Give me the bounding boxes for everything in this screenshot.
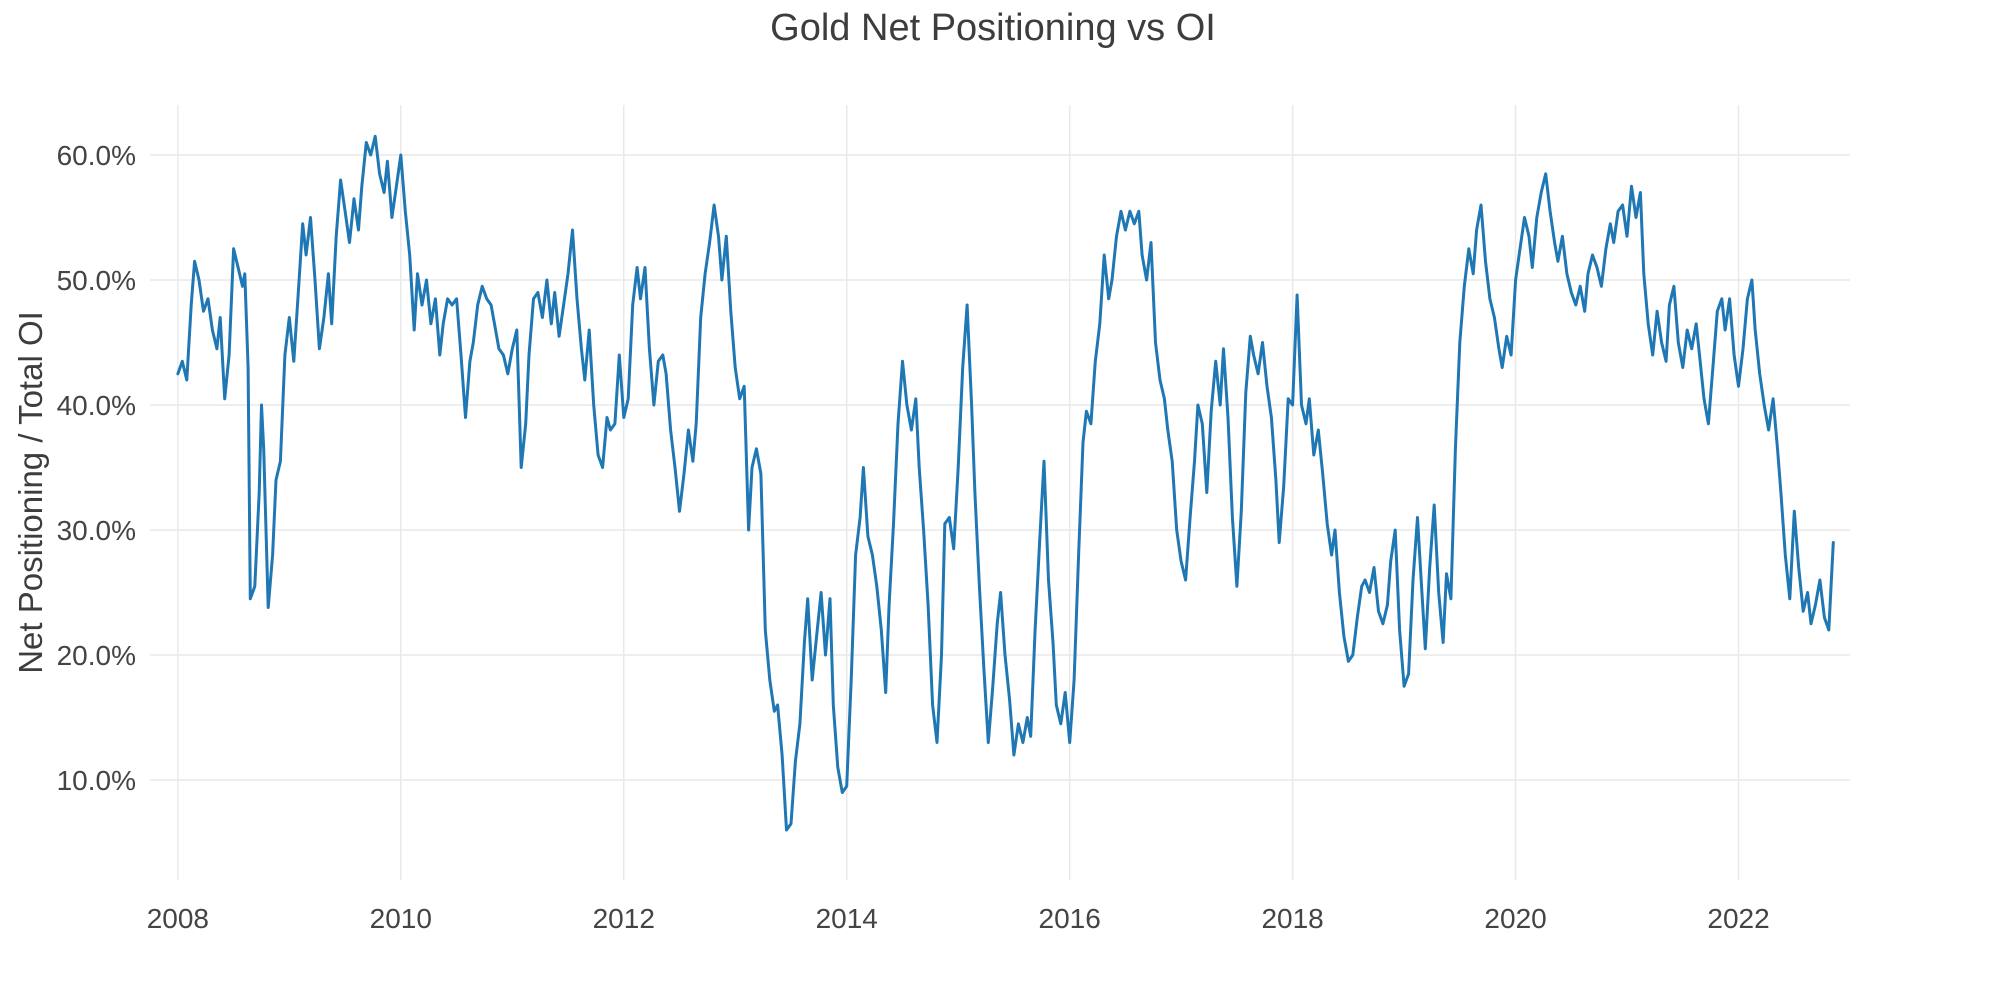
x-tick-label: 2012 — [593, 903, 655, 934]
series-line — [176, 134, 1835, 832]
gridlines — [150, 105, 1850, 880]
x-tick-label: 2008 — [147, 903, 209, 934]
x-tick-label: 2022 — [1707, 903, 1769, 934]
y-tick-label: 30.0% — [57, 515, 136, 546]
x-tick-label: 2016 — [1039, 903, 1101, 934]
y-tick-labels: 10.0% 20.0% 30.0% 40.0% 50.0% 60.0% — [57, 140, 136, 796]
y-tick-label: 60.0% — [57, 140, 136, 171]
chart-title: Gold Net Positioning vs OI — [770, 7, 1216, 49]
x-tick-label: 2010 — [370, 903, 432, 934]
y-tick-label: 10.0% — [57, 765, 136, 796]
x-tick-label: 2014 — [816, 903, 878, 934]
x-tick-label: 2020 — [1484, 903, 1546, 934]
y-tick-label: 40.0% — [57, 390, 136, 421]
y-axis-title: Net Positioning / Total OI — [12, 311, 49, 674]
x-tick-labels: 2008 2010 2012 2014 2016 2018 2020 2022 — [147, 903, 1770, 934]
x-tick-label: 2018 — [1261, 903, 1323, 934]
y-tick-label: 50.0% — [57, 265, 136, 296]
y-tick-label: 20.0% — [57, 640, 136, 671]
